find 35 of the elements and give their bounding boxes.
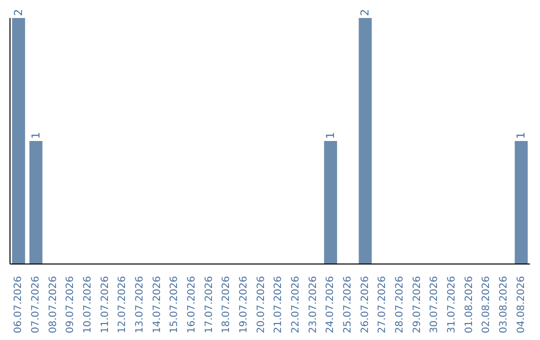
data-label: 1 [29, 132, 42, 139]
data-label: 2 [358, 9, 372, 16]
x-tick-label: 06.07.2026 [13, 276, 24, 334]
data-label: 2 [12, 9, 26, 16]
x-tick-label: 14.07.2026 [152, 276, 163, 334]
x-tick-label: 04.08.2026 [516, 276, 527, 334]
x-tick-label: 08.07.2026 [48, 276, 59, 334]
x-tick-label: 19.07.2026 [238, 276, 250, 334]
x-tick-label: 27.07.2026 [377, 276, 388, 334]
x-tick-label: 21.07.2026 [273, 276, 284, 334]
x-tick-label: 17.07.2026 [204, 276, 215, 334]
data-label: 1 [324, 132, 338, 139]
x-tick-label: 31.07.2026 [446, 276, 458, 334]
x-tick-label: 18.07.2026 [221, 276, 232, 334]
x-tick-label: 26.07.2026 [360, 276, 371, 334]
x-tick-label: 02.08.2026 [481, 276, 492, 334]
x-tick-label: 10.07.2026 [82, 276, 94, 334]
x-tick-label: 07.07.2026 [30, 276, 42, 334]
x-tick-label: 24.07.2026 [325, 276, 336, 334]
x-tick-label: 03.08.2026 [498, 276, 510, 334]
x-tick-label: 29.07.2026 [412, 276, 423, 334]
x-tick-label: 12.07.2026 [117, 276, 128, 334]
x-tick-label: 20.07.2026 [256, 276, 267, 334]
x-tick-label: 01.08.2026 [464, 276, 475, 334]
x-tick-label: 16.07.2026 [186, 276, 198, 334]
x-tick-label: 11.07.2026 [100, 276, 111, 334]
x-tick-label: 30.07.2026 [429, 276, 440, 334]
x-tick-label: 25.07.2026 [342, 276, 354, 334]
x-tick-label: 13.07.2026 [134, 276, 146, 334]
x-tick-label: 23.07.2026 [308, 276, 319, 334]
x-tick-label: 15.07.2026 [169, 276, 180, 334]
x-tick-label: 28.07.2026 [394, 276, 406, 334]
data-label: 1 [514, 132, 528, 139]
x-tick-label: 22.07.2026 [290, 276, 302, 334]
x-tick-label: 09.07.2026 [65, 276, 76, 334]
